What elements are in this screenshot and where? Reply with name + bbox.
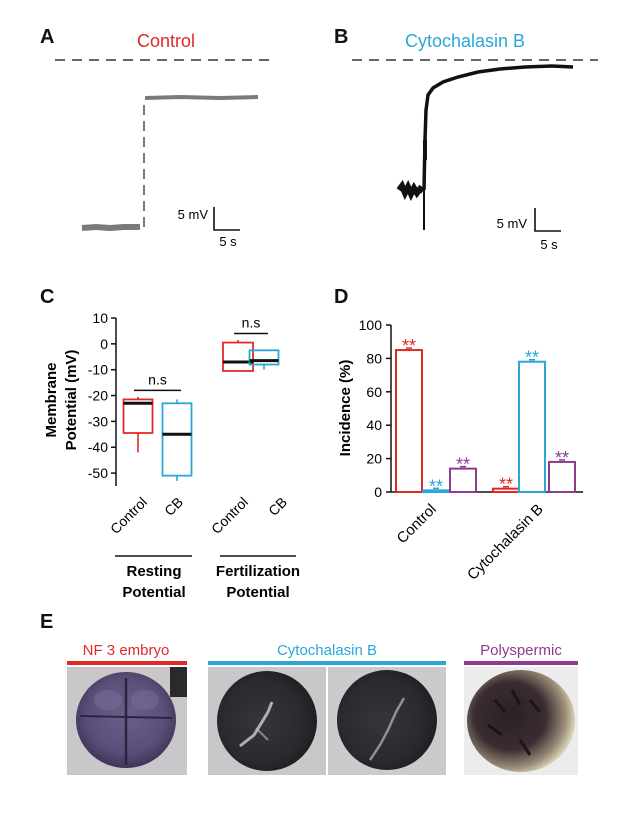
panel-d-bar: ** xyxy=(492,475,520,495)
panel-c-ylabel-line1: Membrane xyxy=(43,362,60,437)
panel-d-xtick-label: Control xyxy=(394,501,440,547)
panel-d-letter: D xyxy=(334,286,348,308)
panel-c-ytick-label: -20 xyxy=(88,388,108,404)
panel-d-bar: ** xyxy=(548,448,576,494)
panel-d-star-label: ** xyxy=(456,455,470,475)
panel-d-ytick-label: 80 xyxy=(366,350,382,366)
panel-d-ytick-label: 20 xyxy=(366,451,382,467)
panel-c-box-body xyxy=(248,349,280,366)
panel-d-star-label: ** xyxy=(555,448,569,468)
panel-c-xtick-label: Control xyxy=(208,494,251,537)
panel-b-scale-bar xyxy=(534,208,561,232)
panel-c-ytick-label: -10 xyxy=(88,362,108,378)
panel-b-scale-t: 5 s xyxy=(540,237,558,252)
panel-a-scale-v: 5 mV xyxy=(178,207,209,222)
panel-a-trace-rest xyxy=(81,223,140,232)
panel-d-star-label: ** xyxy=(499,475,513,495)
panel-d-bar: ** xyxy=(518,348,546,493)
panel-c-group1-line2: Potential xyxy=(122,584,185,601)
panel-a-scale-bar xyxy=(213,207,240,231)
panel-c-box-body xyxy=(122,398,154,434)
panel-d-ytick-label: 40 xyxy=(366,417,382,433)
panel-e-label-poly: Polyspermic xyxy=(480,642,562,659)
panel-e-bar-poly xyxy=(464,661,578,665)
panel-d-star-label: ** xyxy=(429,476,443,496)
panel-d-ytick-label: 0 xyxy=(374,484,382,500)
panel-c-ytick-label: 10 xyxy=(92,310,108,326)
panel-d-bar-rect xyxy=(518,360,546,493)
panel-b-trace-rest xyxy=(396,179,425,202)
panel-c-box xyxy=(161,399,193,481)
panel-b-letter: B xyxy=(334,26,348,48)
panel-d-bar: ** xyxy=(395,336,423,493)
panel-c-group2-line1: Fertilization xyxy=(216,563,300,580)
panel-c-ytick-label: -30 xyxy=(88,413,108,429)
panel-c-xtick-label: Control xyxy=(107,494,150,537)
panel-b-scale-v: 5 mV xyxy=(497,216,528,231)
panel-d-ytick-label: 100 xyxy=(359,317,383,333)
panel-d-bar-rect xyxy=(548,460,576,494)
panel-e-label-nf3: NF 3 embryo xyxy=(83,642,170,659)
panel-a-title: Control xyxy=(137,31,195,51)
panel-c-box-body xyxy=(222,341,254,372)
panel-c-sig-label: n.s xyxy=(148,371,167,387)
panel-c-box-body xyxy=(161,402,193,477)
cb-embryo-image-1 xyxy=(208,667,326,775)
panel-d-y-ticks: 100 80 60 40 20 0 xyxy=(359,317,391,500)
panel-a-letter: A xyxy=(40,26,54,48)
panel-c-xtick-label: CB xyxy=(265,494,290,519)
panel-c-xtick-label: CB xyxy=(161,494,186,519)
nf3-embryo-image xyxy=(67,667,187,775)
panel-c-boxes xyxy=(122,339,280,481)
panel-c-box xyxy=(248,349,280,370)
panel-b-trace-rise xyxy=(422,64,574,191)
panel-c-ylabel-line2: Potential (mV) xyxy=(63,350,80,451)
panel-d-bar-rect xyxy=(449,467,477,493)
panel-c-significance: n.s n.s xyxy=(134,315,268,392)
panel-d-x-labels: Control Cytochalasin B xyxy=(394,501,547,584)
cb-embryo-image-2 xyxy=(328,667,446,775)
panel-d-star-label: ** xyxy=(402,336,416,356)
panel-d-ytick-label: 60 xyxy=(366,384,382,400)
panel-c-group1-line1: Resting xyxy=(126,563,181,580)
panel-d-bars: ** ** ** ** ** ** xyxy=(395,336,576,496)
panel-c-box xyxy=(222,339,254,372)
panel-e-letter: E xyxy=(40,611,53,633)
panel-c-letter: C xyxy=(40,286,54,308)
panel-b-title: Cytochalasin B xyxy=(405,31,525,51)
panel-d-xtick-label: Cytochalasin B xyxy=(464,501,547,584)
polyspermic-embryo-image xyxy=(464,667,578,775)
panel-c-ytick-label: -40 xyxy=(88,439,108,455)
panel-d-bar: ** xyxy=(449,455,477,493)
panel-c-sig-label: n.s xyxy=(242,315,261,331)
panel-c-x-labels: Control CB Control CB xyxy=(107,494,290,537)
panel-c-group2-line2: Potential xyxy=(226,584,289,601)
panel-a-trace-depolarized xyxy=(144,94,259,101)
panel-c-ytick-label: -50 xyxy=(88,465,108,481)
panel-c-y-ticks: 10 0 -10 -20 -30 -40 -50 xyxy=(88,310,116,481)
panel-d-star-label: ** xyxy=(525,348,539,368)
panel-a-scale-t: 5 s xyxy=(219,234,237,249)
panel-e-bar-cb xyxy=(208,661,446,665)
panel-e-label-cb: Cytochalasin B xyxy=(277,642,377,659)
panel-d-ylabel: Incidence (%) xyxy=(337,360,354,457)
panel-c-box xyxy=(122,396,154,453)
panel-d-bar: ** xyxy=(422,476,450,496)
panel-d-bar-rect xyxy=(395,349,423,493)
panel-e-bar-nf3 xyxy=(67,661,187,665)
panel-c-ytick-label: 0 xyxy=(100,336,108,352)
